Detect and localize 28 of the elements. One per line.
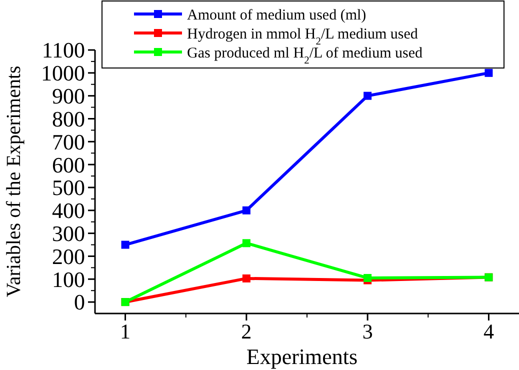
point: [242, 206, 250, 214]
y-tick-label: 500: [52, 175, 85, 200]
x-axis-title: Experiments: [246, 344, 358, 369]
legend-label: Hydrogen in mmol H$_{2}$/L medium used: [187, 26, 418, 47]
y-tick-label: 1000: [41, 60, 85, 86]
point: [242, 274, 250, 282]
y-tick-label: 400: [52, 198, 85, 224]
y-tick-label: 900: [52, 84, 85, 109]
y-tick-label: 300: [52, 221, 85, 246]
y-tick-label: 200: [52, 244, 85, 269]
legend-label: Amount of medium used (ml): [187, 7, 366, 24]
y-axis-title: Variables of the Experiments: [3, 65, 25, 298]
point: [484, 68, 493, 77]
point: [121, 240, 130, 249]
y-tick-label: 600: [52, 152, 85, 178]
x-tick-label: 4: [483, 320, 494, 344]
x-tick-label: 2: [241, 320, 252, 344]
x-tick-label: 1: [120, 320, 131, 344]
y-tick-label: 0: [74, 290, 85, 315]
point: [242, 239, 250, 248]
y-tick-label: 700: [52, 129, 85, 154]
point: [364, 274, 372, 282]
legend-label: Gas produced ml H$_{2}$/L of medium used: [187, 45, 423, 66]
x-tick-label: 3: [362, 320, 373, 344]
y-tick-label: 100: [52, 266, 85, 292]
y-tick-label: 800: [52, 106, 85, 132]
y-tick-label: 1100: [42, 38, 85, 63]
point: [364, 92, 372, 100]
